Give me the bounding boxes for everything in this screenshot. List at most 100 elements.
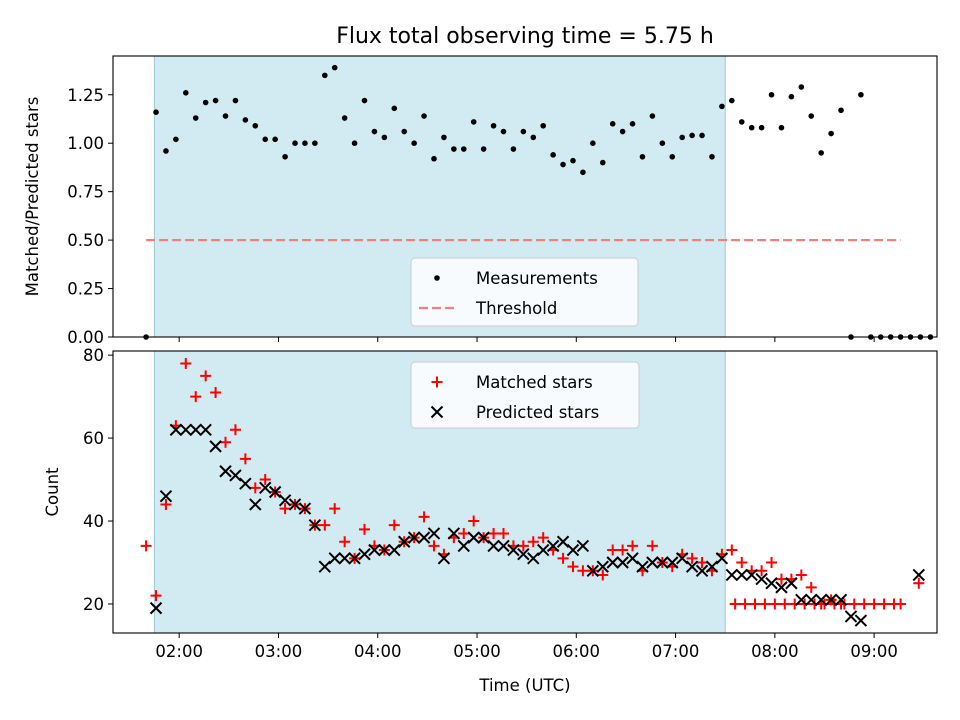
measurement-point xyxy=(183,90,189,96)
predicted-point xyxy=(199,423,212,437)
matched-point xyxy=(627,540,639,552)
matched-point xyxy=(878,598,890,610)
series-measurements xyxy=(143,64,934,340)
measurement-point xyxy=(331,64,338,71)
measurement-point xyxy=(391,105,398,112)
predicted-point xyxy=(487,539,500,553)
measurement-point xyxy=(838,107,844,114)
predicted-point xyxy=(398,535,411,548)
matched-point xyxy=(766,557,778,568)
measurement-point xyxy=(758,124,765,131)
legend-label: Measurements xyxy=(476,269,598,288)
measurement-point xyxy=(451,146,457,152)
matched-point xyxy=(229,424,241,436)
measurement-point xyxy=(629,121,636,127)
measurement-point xyxy=(192,115,199,121)
predicted-point xyxy=(656,556,669,569)
predicted-point xyxy=(576,539,590,553)
predicted-point xyxy=(646,556,659,569)
matched-point xyxy=(729,598,741,610)
predicted-point xyxy=(427,527,441,540)
predicted-point xyxy=(536,543,550,557)
matched-point xyxy=(359,523,371,535)
measurement-point xyxy=(441,134,447,141)
predicted-point xyxy=(805,593,818,607)
x-tick-label: 03:00 xyxy=(255,642,303,661)
predicted-point xyxy=(239,477,252,490)
y-tick-label: 1.25 xyxy=(67,86,104,105)
predicted-point xyxy=(308,518,322,532)
predicted-point xyxy=(705,560,719,573)
measurement-point xyxy=(729,97,735,104)
predicted-point xyxy=(447,527,461,540)
predicted-point xyxy=(417,531,431,544)
measurement-point xyxy=(262,136,269,143)
measurement-point xyxy=(401,128,408,135)
predicted-point xyxy=(149,601,163,615)
matched-point xyxy=(696,557,708,568)
measurement-point xyxy=(292,140,298,147)
matched-point xyxy=(805,581,817,593)
predicted-point xyxy=(556,535,570,548)
matched-point xyxy=(769,598,781,610)
y-tick-label: 0.75 xyxy=(67,183,104,202)
predicted-point xyxy=(626,552,639,565)
predicted-point xyxy=(824,593,838,607)
measurement-point xyxy=(252,122,259,129)
predicted-point xyxy=(666,556,679,569)
measurement-point xyxy=(341,115,348,121)
x-tick-label: 08:00 xyxy=(751,642,799,661)
measurement-point xyxy=(679,134,685,141)
measurement-point xyxy=(500,128,507,135)
predicted-point xyxy=(229,469,242,482)
matched-point xyxy=(913,577,925,589)
measurement-point xyxy=(361,97,368,104)
matched-point xyxy=(527,536,539,548)
predicted-point xyxy=(189,423,202,437)
predicted-point xyxy=(268,485,282,499)
measurement-point xyxy=(738,119,745,125)
legend: Measurements Threshold xyxy=(410,257,639,327)
predicted-point xyxy=(636,560,649,573)
x-tick-label: 06:00 xyxy=(553,642,601,661)
legend-x-icon xyxy=(430,405,444,419)
predicted-point xyxy=(338,552,351,565)
matched-point xyxy=(418,511,430,523)
predicted-point xyxy=(159,489,173,503)
measurement-point xyxy=(431,155,437,162)
predicted-point xyxy=(685,560,699,573)
measurement-point xyxy=(719,103,725,110)
measurement-point xyxy=(659,140,666,147)
x-tick-label: 09:00 xyxy=(850,642,898,661)
predicted-point xyxy=(814,593,828,607)
measurement-point xyxy=(202,99,209,106)
matched-point xyxy=(749,598,761,610)
matched-point xyxy=(140,540,152,552)
matched-point xyxy=(150,590,162,602)
legend-label: Threshold xyxy=(475,299,557,318)
measurement-point xyxy=(381,134,388,141)
predicted-point xyxy=(517,547,530,561)
chart-title: Flux total observing time = 5.75 h xyxy=(336,24,714,49)
matched-point xyxy=(239,453,251,465)
y-tick-label: 1.00 xyxy=(67,134,104,153)
predicted-point xyxy=(695,564,709,578)
predicted-point xyxy=(318,560,331,573)
predicted-point xyxy=(497,539,510,553)
x-tick-label: 02:00 xyxy=(155,642,203,661)
y-axis-label: Count xyxy=(43,467,62,517)
predicted-point xyxy=(278,494,292,507)
measurement-point xyxy=(411,140,417,147)
measurement-point xyxy=(222,113,229,119)
series-predicted-stars xyxy=(149,423,926,627)
matched-point xyxy=(428,540,440,552)
predicted-point xyxy=(378,543,391,557)
matched-point xyxy=(279,503,291,515)
measurement-point xyxy=(818,150,824,156)
predicted-point xyxy=(388,543,401,557)
legend-plus-icon xyxy=(431,376,443,388)
measurement-point xyxy=(163,148,169,154)
measurement-point xyxy=(421,113,427,119)
matched-point xyxy=(557,552,569,564)
